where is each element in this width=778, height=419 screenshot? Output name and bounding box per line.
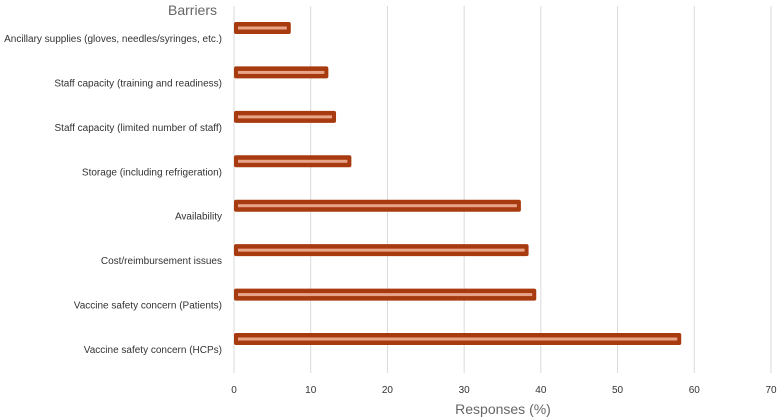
category-label: Staff capacity (training and readiness) (54, 78, 222, 89)
x-tick-label: 70 (765, 385, 777, 396)
y-axis-title: Barriers (168, 2, 217, 18)
x-tick-label: 50 (612, 385, 624, 396)
category-labels: Ancillary supplies (gloves, needles/syri… (4, 34, 222, 356)
category-label: Cost/reimbursement issues (101, 256, 222, 267)
category-label: Ancillary supplies (gloves, needles/syri… (4, 34, 222, 45)
bar-highlight (238, 338, 677, 341)
bar-highlight (238, 204, 517, 207)
x-tick-labels: 0 10 20 30 40 50 60 70 (231, 385, 777, 396)
bar-highlight (238, 293, 532, 296)
bar-highlight (238, 27, 287, 30)
x-tick-label: 20 (382, 385, 394, 396)
bar-highlight (238, 160, 347, 163)
x-tick-label: 60 (689, 385, 701, 396)
category-label: Storage (including refrigeration) (82, 167, 222, 178)
bar-highlight (238, 71, 324, 74)
category-label: Staff capacity (limited number of staff) (55, 123, 222, 134)
x-axis-title: Responses (%) (455, 401, 551, 417)
x-tick-label: 0 (231, 385, 237, 396)
bars (234, 22, 681, 345)
category-label: Vaccine safety concern (Patients) (74, 301, 222, 312)
x-tick-label: 40 (535, 385, 547, 396)
bar-highlight (238, 249, 525, 252)
category-label: Availability (175, 212, 222, 223)
x-tick-label: 30 (459, 385, 471, 396)
x-tick-label: 10 (305, 385, 317, 396)
grid-lines (234, 6, 771, 373)
category-label: Vaccine safety concern (HCPs) (84, 345, 222, 356)
bar-highlight (238, 115, 332, 118)
